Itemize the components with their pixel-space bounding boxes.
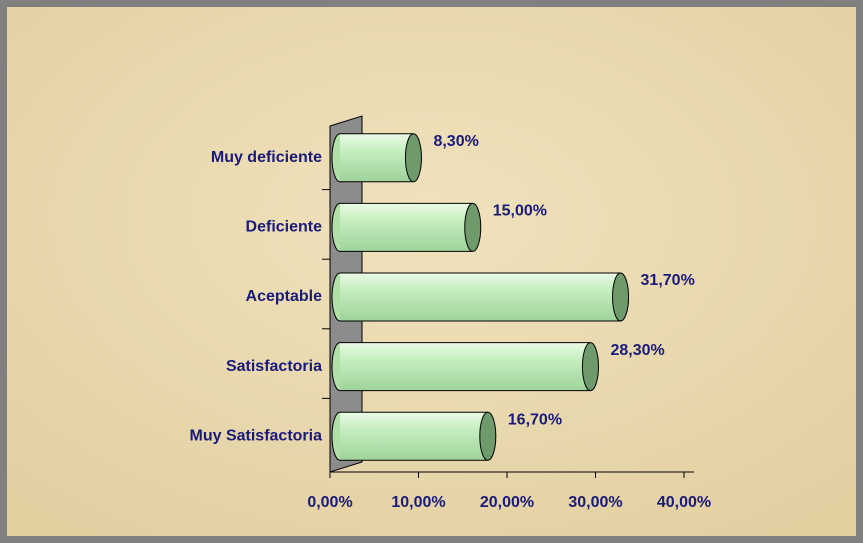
value-label: 15,00% <box>493 203 547 220</box>
bar <box>340 342 591 391</box>
x-tick-label: 20,00% <box>480 494 534 511</box>
y-tick-label: Aceptable <box>246 288 323 305</box>
y-tick-label: Muy Satisfactoria <box>190 427 323 444</box>
y-tick-label: Muy deficiente <box>211 149 322 166</box>
bar <box>340 133 414 182</box>
bar-cap-end <box>581 342 599 392</box>
value-label: 28,30% <box>610 342 664 359</box>
value-label: 31,70% <box>641 272 695 289</box>
x-tick-label: 0,00% <box>307 494 352 511</box>
bar-cap-end <box>404 133 422 183</box>
y-tick-label: Satisfactoria <box>226 358 322 375</box>
x-tick-label: 40,00% <box>657 494 711 511</box>
bar-cap-end <box>464 202 482 252</box>
y-tick-label: Deficiente <box>246 219 323 236</box>
bar <box>340 203 473 252</box>
value-label: 16,70% <box>508 411 562 428</box>
bar-cap-end <box>612 272 630 322</box>
value-label: 8,30% <box>433 133 478 150</box>
bar <box>340 273 621 321</box>
bar <box>340 412 488 461</box>
x-tick-label: 30,00% <box>568 494 622 511</box>
bar-cap-end <box>479 411 497 461</box>
x-tick-label: 10,00% <box>391 494 445 511</box>
